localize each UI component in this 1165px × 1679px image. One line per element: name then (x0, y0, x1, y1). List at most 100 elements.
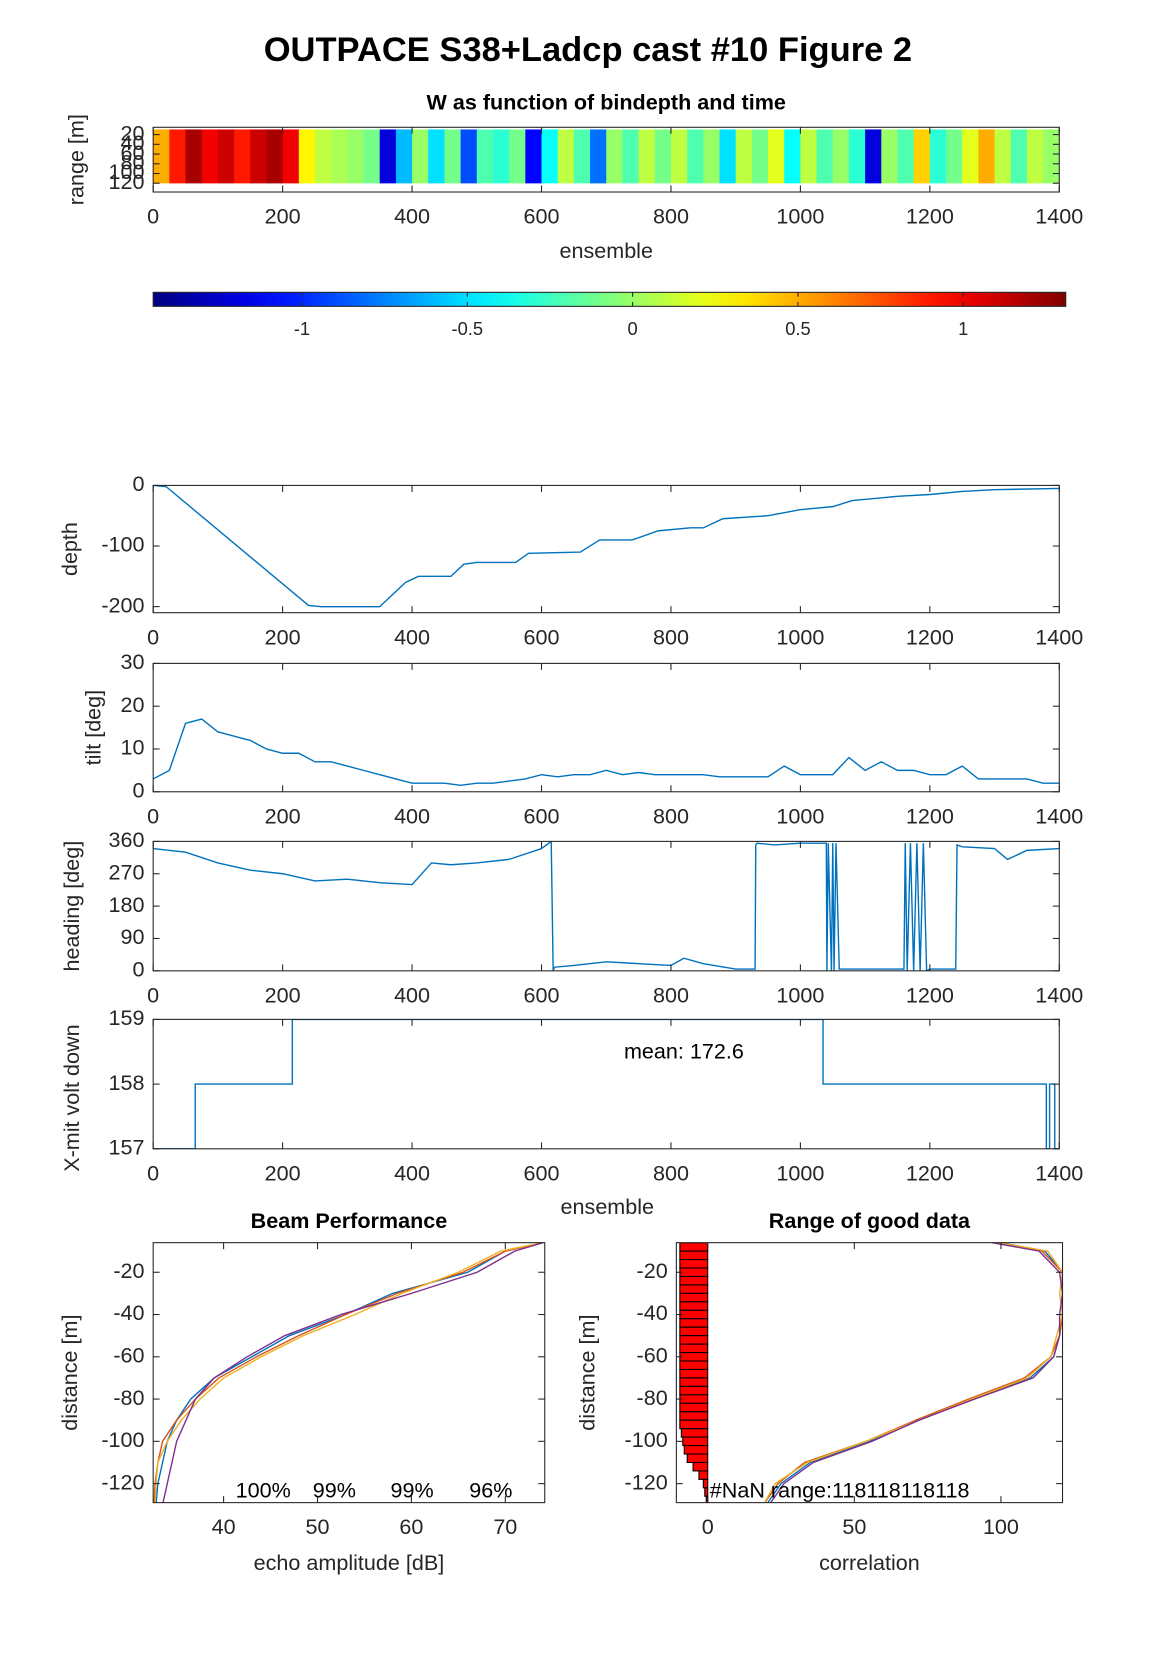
heat-cell (946, 129, 963, 184)
x-tick-label: 200 (265, 204, 301, 229)
y-tick-label: -20 (113, 1258, 144, 1283)
x-tick-label: 600 (524, 803, 560, 828)
figure-title: OUTPACE S38+Ladcp cast #10 Figure 2 (264, 31, 912, 69)
bar (679, 1309, 709, 1320)
x-tick-label: 70 (493, 1514, 517, 1539)
x-tick-label: 800 (653, 204, 689, 229)
y-tick-label: -40 (637, 1300, 668, 1325)
colorbar (152, 291, 1067, 307)
heat-cell (929, 129, 947, 184)
heat-cell (994, 129, 1012, 184)
bar (679, 1335, 709, 1345)
bar (704, 1487, 709, 1497)
x-tick-label: 800 (653, 1160, 689, 1185)
x-tick-label: 200 (265, 803, 301, 828)
y-tick-label: 270 (109, 859, 145, 884)
heat-cell (1010, 129, 1028, 184)
axes-title: Beam Performance (251, 1208, 448, 1233)
heat-cell (784, 129, 801, 184)
bar (679, 1301, 709, 1311)
bar (679, 1394, 709, 1404)
x-tick-label: 1400 (1035, 982, 1083, 1007)
y-tick-label: 158 (109, 1070, 145, 1095)
y-tick-label: 120 (109, 169, 145, 194)
colorbar-tick-label: 0.5 (785, 318, 810, 339)
y-tick-label: -60 (637, 1343, 668, 1368)
x-tick-label: 1000 (776, 204, 824, 229)
y-axis-label: distance [m] (575, 1315, 600, 1431)
y-tick-label: 180 (109, 892, 145, 917)
bar (692, 1461, 709, 1472)
heat-cell (557, 129, 575, 184)
y-tick-label: 60 (121, 140, 145, 165)
axes-title: W as function of bindepth and time (427, 89, 786, 114)
x-tick-label: 1200 (906, 803, 954, 828)
heat-cell (266, 129, 284, 184)
x-tick-label: 200 (265, 1160, 301, 1185)
heat-cell (314, 129, 332, 184)
heat-cell (282, 129, 300, 184)
x-tick-label: 800 (653, 803, 689, 828)
colorbar-tick-label: 1 (958, 318, 968, 339)
y-tick-label: 40 (121, 130, 145, 155)
heat-cell (234, 129, 251, 184)
y-tick-label: -100 (101, 532, 144, 557)
annotation: 100% (236, 1478, 291, 1503)
bar (679, 1411, 709, 1421)
bar (679, 1402, 709, 1413)
heat-cell (412, 129, 429, 184)
annotation: 99% (390, 1478, 433, 1503)
bar (679, 1343, 709, 1354)
annotation: 96% (469, 1478, 512, 1503)
heat-cell (654, 129, 672, 184)
bar (679, 1318, 709, 1328)
x-tick-label: 1200 (906, 624, 954, 649)
heat-cell (816, 129, 834, 184)
bar (679, 1352, 709, 1362)
y-tick-label: -200 (101, 592, 144, 617)
plot-area (153, 718, 1060, 787)
y-tick-label: -100 (101, 1427, 144, 1452)
y-tick-label: 80 (121, 149, 145, 174)
x-tick-label: 1400 (1035, 803, 1083, 828)
heat-cell (525, 129, 543, 184)
heat-cell (735, 129, 753, 184)
x-tick-label: 0 (702, 1514, 714, 1539)
heat-cell (670, 129, 688, 184)
profile-line (764, 1242, 1063, 1503)
y-tick-label: -120 (625, 1469, 668, 1494)
plot-area (153, 841, 1060, 971)
x-tick-label: 600 (524, 204, 560, 229)
x-tick-label: 400 (394, 803, 430, 828)
x-tick-label: 1200 (906, 982, 954, 1007)
x-tick-label: 1400 (1035, 1160, 1083, 1185)
heat-cell (881, 129, 899, 184)
x-tick-label: 0 (147, 982, 159, 1007)
axes-box (675, 1242, 1064, 1504)
heat-cell (363, 129, 381, 184)
x-tick-label: 1000 (776, 982, 824, 1007)
x-tick-label: 1400 (1035, 204, 1083, 229)
y-tick-label: -100 (625, 1427, 668, 1452)
heat-cell (169, 129, 187, 184)
data-line (153, 718, 1060, 787)
x-tick-label: 1200 (906, 1160, 954, 1185)
heat-cell (201, 129, 219, 184)
x-tick-label: 100 (983, 1514, 1019, 1539)
x-tick-label: 400 (394, 982, 430, 1007)
heat-cell (638, 129, 656, 184)
x-tick-label: 40 (212, 1514, 236, 1539)
x-tick-label: 0 (147, 1160, 159, 1185)
x-tick-label: 1400 (1035, 624, 1083, 649)
axes-box (152, 1242, 546, 1504)
plot-area (153, 485, 1060, 608)
x-tick-label: 400 (394, 204, 430, 229)
colorbar-tick-label: -1 (294, 318, 310, 339)
bar (679, 1360, 709, 1371)
bar (698, 1470, 709, 1480)
x-tick-label: 200 (265, 982, 301, 1007)
x-tick-label: 200 (265, 624, 301, 649)
heat-cell (541, 129, 559, 184)
x-tick-label: 50 (842, 1514, 866, 1539)
